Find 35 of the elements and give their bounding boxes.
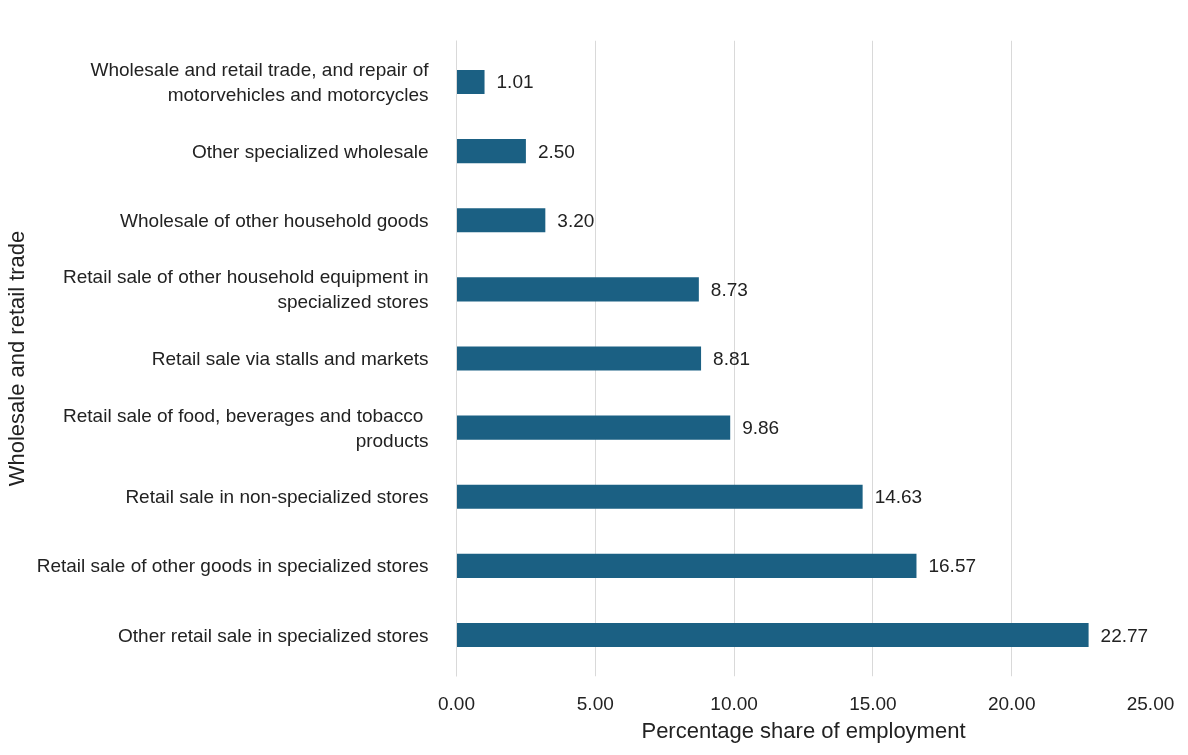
data-label: 1.01 [496, 71, 534, 93]
y-tick-label: Retail sale in non-specialized stores [125, 486, 429, 508]
data-label: 2.50 [537, 140, 575, 162]
data-label: 3.20 [557, 209, 595, 231]
y-tick-label: Wholesale of other household goods [120, 209, 429, 231]
bar [456, 346, 702, 371]
x-tick-label: 5.00 [576, 692, 614, 714]
bar [456, 484, 863, 509]
data-label: 8.73 [710, 278, 748, 300]
y-tick-label: Retail sale of food, beverages and tobacco products [63, 404, 429, 451]
data-label: 14.63 [874, 486, 923, 508]
y-tick-label: Other specialized wholesale [191, 140, 429, 162]
y-tick-label: Retail sale of other goods in specialized stores [36, 555, 429, 577]
y-axis-title: Wholesale and retail trade [3, 230, 29, 487]
bar [456, 277, 699, 302]
bar [456, 622, 1089, 648]
bar [456, 553, 917, 578]
data-label: 9.86 [742, 417, 780, 439]
x-tick-label: 25.00 [1126, 692, 1175, 714]
x-tick-label: 0.00 [438, 692, 475, 714]
data-label: 22.77 [1100, 624, 1149, 646]
y-tick-label: Retail sale of other household equipment in specialized stores [63, 266, 429, 313]
bar [456, 415, 731, 440]
y-tick-label: Other retail sale in specialized stores [118, 624, 429, 646]
data-label: 8.81 [713, 348, 751, 369]
y-tick-label: Retail sale via stalls and markets [151, 348, 429, 369]
data-label: 16.57 [928, 555, 977, 577]
x-tick-label: 20.00 [987, 692, 1036, 714]
bar [456, 69, 485, 95]
x-axis-title: Percentage share of employment [641, 717, 966, 743]
x-tick-label: 10.00 [710, 692, 758, 714]
x-tick-label: 15.00 [849, 692, 897, 714]
bar [456, 208, 546, 233]
y-tick-label: Wholesale and retail trade, and repair of motorvehicles and motorcycles [90, 58, 430, 106]
bar [456, 139, 526, 164]
